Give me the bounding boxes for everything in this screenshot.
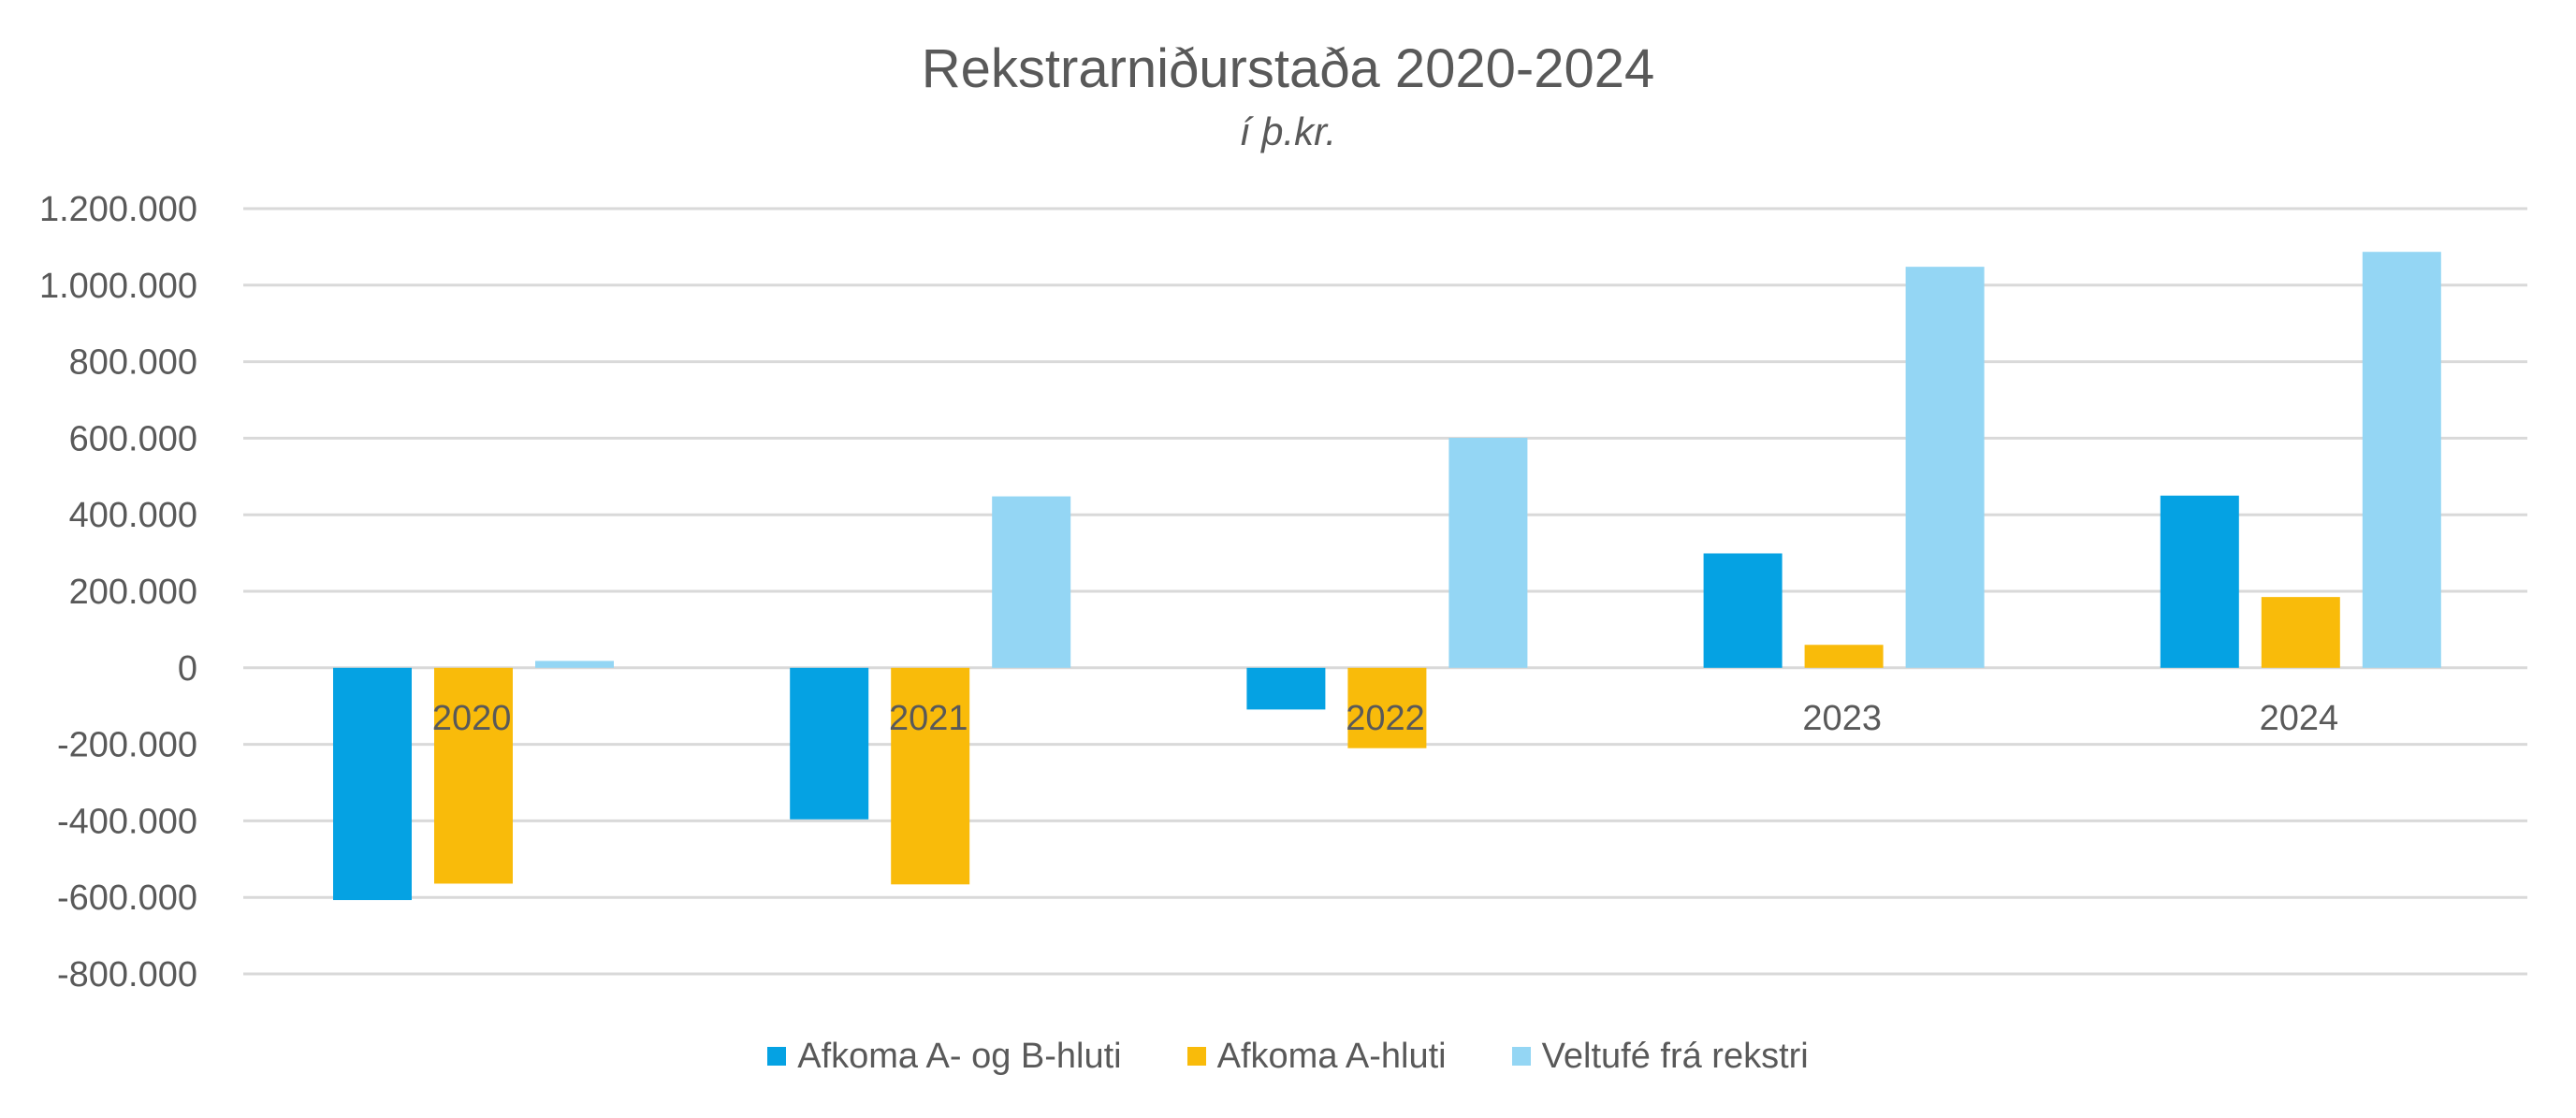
legend-label: Afkoma A- og B-hluti	[797, 1037, 1122, 1076]
x-tick-label: 2023	[1802, 699, 1882, 738]
legend-swatch	[1511, 1047, 1531, 1066]
y-tick-label: 600.000	[69, 419, 197, 458]
bar-2021-series-1	[790, 667, 869, 820]
bar-2021-series-2	[891, 667, 970, 885]
x-tick-label: 2021	[889, 699, 968, 738]
x-tick-label: 2024	[2260, 699, 2339, 738]
legend-label: Veltufé frá rekstri	[1541, 1037, 1809, 1076]
legend-swatch	[1186, 1047, 1206, 1066]
legend-swatch	[767, 1047, 787, 1066]
bar-2022-series-1	[1246, 667, 1326, 710]
x-tick-label: 2020	[432, 699, 512, 738]
bar-2023-series-1	[1703, 553, 1783, 668]
y-tick-label: -800.000	[57, 955, 197, 995]
chart-subtitle: í þ.kr.	[1239, 109, 1337, 153]
bar-2024-series-2	[2261, 597, 2340, 668]
legend: Afkoma A- og B-hluti Afkoma A-hluti Veltuf…	[0, 1035, 2576, 1078]
legend-label: Afkoma A-hluti	[1216, 1037, 1447, 1076]
x-tick-label: 2022	[1346, 699, 1425, 738]
bar-2023-series-3	[1905, 267, 1985, 668]
legend-item: Afkoma A- og B-hluti	[767, 1035, 1122, 1078]
bar-2024-series-1	[2160, 495, 2239, 668]
y-tick-label: 1.200.000	[39, 190, 197, 229]
y-tick-label: 400.000	[69, 496, 197, 535]
chart-title: Rekstrarniðurstaða 2020-2024	[921, 38, 1655, 99]
bar-2021-series-3	[992, 496, 1071, 668]
bar-2020-series-3	[535, 661, 614, 668]
y-tick-label: -600.000	[57, 878, 197, 918]
y-tick-label: 1.000.000	[39, 267, 197, 306]
bar-2022-series-3	[1448, 437, 1528, 668]
bar-chart: 1.200.000 1.000.000 800.000 600.000 400.000 2…	[39, 190, 2527, 995]
y-tick-label: 0	[178, 649, 197, 689]
y-tick-label: 800.000	[69, 343, 197, 383]
bar-2022-series-2	[1347, 667, 1427, 748]
y-tick-label: 200.000	[69, 573, 197, 612]
legend-item: Veltufé frá rekstri	[1511, 1035, 1809, 1078]
legend-item: Afkoma A-hluti	[1186, 1035, 1447, 1078]
bar-2020-series-2	[434, 667, 513, 884]
y-tick-label: -400.000	[57, 802, 197, 841]
bar-2020-series-1	[333, 667, 412, 901]
bar-2023-series-2	[1804, 645, 1884, 668]
bar-2024-series-3	[2362, 252, 2441, 668]
y-tick-label: -200.000	[57, 726, 197, 765]
